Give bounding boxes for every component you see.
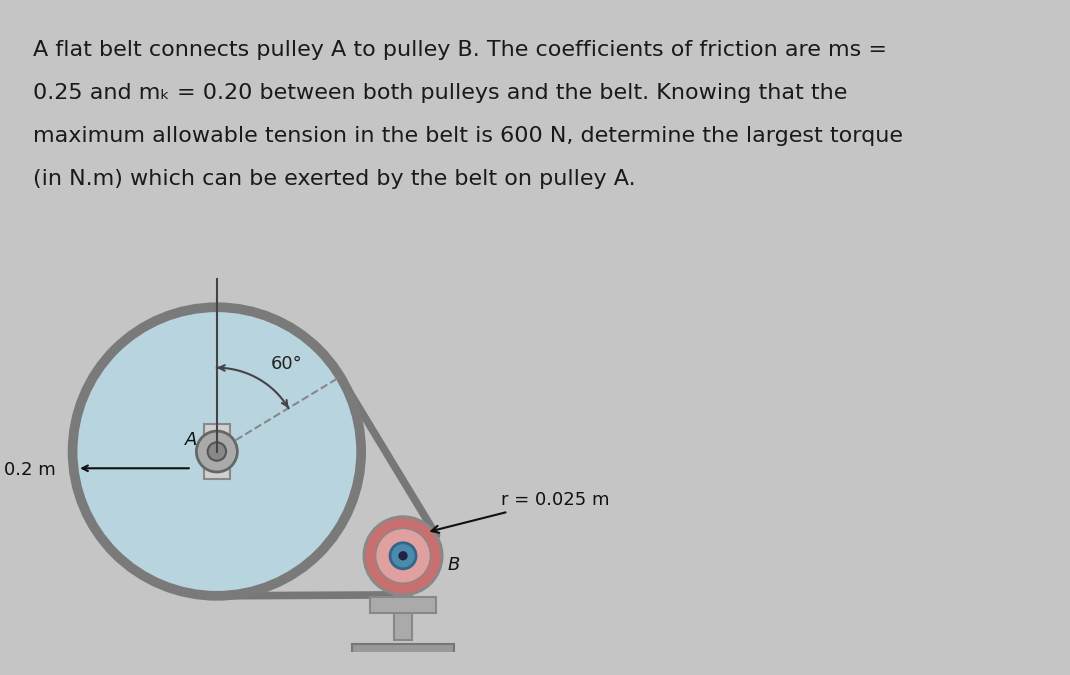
Text: A flat belt connects pulley A to pulley B. The coefficients of friction are ms =: A flat belt connects pulley A to pulley … [33,40,887,60]
Text: 0.25 and mₖ = 0.20 between both pulleys and the belt. Knowing that the: 0.25 and mₖ = 0.20 between both pulleys … [33,83,847,103]
Bar [203,424,230,479]
Circle shape [73,307,362,596]
Bar [394,595,412,639]
Circle shape [208,442,226,461]
Circle shape [376,529,430,583]
Text: r = 0.025 m: r = 0.025 m [431,491,609,533]
Text: 0.2 m: 0.2 m [4,461,56,479]
Text: 60°: 60° [271,355,303,373]
Text: A: A [185,431,197,450]
Circle shape [197,431,238,472]
Text: B: B [447,556,460,574]
Circle shape [398,551,408,560]
Circle shape [364,516,442,595]
Text: (in N.m) which can be exerted by the belt on pulley A.: (in N.m) which can be exerted by the bel… [33,169,636,188]
Bar [370,597,435,614]
Circle shape [389,543,416,569]
Bar [352,644,455,663]
Text: maximum allowable tension in the belt is 600 N, determine the largest torque: maximum allowable tension in the belt is… [33,126,903,146]
Bar [347,666,459,675]
